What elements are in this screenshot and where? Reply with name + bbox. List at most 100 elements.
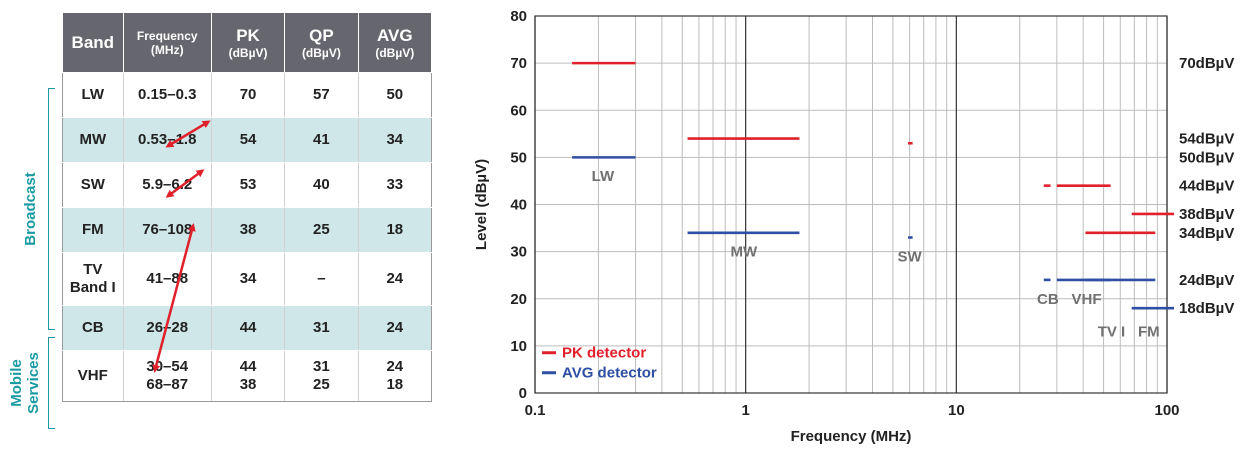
cell-qp: 31 25 [284,350,359,402]
plot-area [534,15,1168,394]
band-label: TV I [1098,324,1126,341]
arrow-lw-mw [165,120,211,148]
y-tick-label: 20 [510,291,527,308]
cell-text: 25 [313,221,330,238]
cell-text: 24 [386,270,404,287]
frequency-harmonic-arrows [152,120,211,373]
y-tick-label: 30 [510,244,527,261]
y-tick-label: 70 [510,55,527,72]
cell-avg: 18 [357,207,433,253]
x-tick-label: 10 [948,402,965,419]
cell-text: 54 [239,131,257,148]
y-tick-label: 80 [510,8,527,25]
series-avg [572,156,1175,310]
header-pk: PK (dBµV) [210,12,286,73]
cell-text: 33 [386,176,404,193]
cell-text: 44 [239,358,257,375]
cell-qp: 40 [284,162,359,208]
level-label: 70dBµV [1179,55,1234,72]
limits-chart: 0 10 20 30 40 50 60 70 80 0.1 1 10 100 Level (dBµV)… [473,8,1234,445]
cell-text: – [317,270,326,287]
cell-text: 38 [239,376,257,393]
cell-text: 25 [313,376,330,393]
level-label: 44dBµV [1179,178,1234,195]
cell-text: CB [81,319,104,336]
y-tick-label: 0 [519,385,527,402]
y-axis-ticks: 0 10 20 30 40 50 60 70 80 [510,8,527,402]
table-row: FM 76–108 38 25 18 [62,207,433,253]
header-qp: QP (dBµV) [284,12,359,73]
cell-text: 68–87 [146,376,189,393]
cell-pk: 53 [210,162,286,208]
cell-band: LW [62,72,124,118]
band-label: CB [1037,291,1059,308]
y-tick-label: 60 [510,102,527,119]
cell-pk: 44 38 [210,350,286,402]
cell-text: FM [81,221,104,238]
mobile-services-bracket [48,337,55,429]
band-label: FM [1138,324,1160,341]
cell-avg: 24 [357,305,433,351]
cell-text: SW [80,176,105,193]
x-tick-label: 1 [741,402,749,419]
x-tick-label: 0.1 [525,402,546,419]
table-header-row: Band Frequency (MHz) PK (dBµV) QP (dBµV)… [62,12,433,73]
x-axis-ticks: 0.1 1 10 100 [525,402,1180,419]
minor-gridlines [535,15,1167,394]
legend: PK detector AVG detector [542,345,657,382]
limits-table-panel: Band Frequency (MHz) PK (dBµV) QP (dBµV)… [0,0,450,451]
cell-avg: 24 [357,252,433,306]
table-row: LW 0.15–0.3 70 57 50 [62,72,433,118]
level-label: 34dBµV [1179,225,1234,242]
band-label: LW [592,168,615,185]
cell-text: 24 [386,319,404,336]
cell-frequency: 0.15–0.3 [122,72,212,118]
cell-text: 31 [313,319,330,336]
cell-band: FM [62,207,124,253]
cell-text: 57 [313,86,330,103]
series-layer [572,61,1175,310]
cell-band: MW [62,117,124,163]
legend-label: PK detector [562,345,646,362]
band-label: SW [898,248,923,265]
band-label: MW [730,244,757,261]
legend-label: AVG detector [562,365,657,382]
cell-text: 31 [313,358,330,375]
cell-text: 40 [313,176,330,193]
arrow-sw-cb [152,223,196,373]
level-label: 24dBµV [1179,272,1234,289]
cell-text: 34 [386,131,404,148]
cell-text: MW [79,131,107,148]
cell-band: CB [62,305,124,351]
y-axis-label: Level (dBµV) [473,159,490,250]
y-tick-label: 10 [510,338,527,355]
band-labels: LW MW SW CB VHF TV I FM [592,168,1160,341]
cell-text: LW [81,86,105,103]
cell-band: SW [62,162,124,208]
cell-text: 38 [239,221,257,238]
x-tick-label: 100 [1154,402,1179,419]
cell-text: 0.15–0.3 [138,86,197,103]
cell-pk: 34 [210,252,286,306]
cell-text: 53 [239,176,257,193]
cell-qp: 31 [284,305,359,351]
x-axis-label: Frequency (MHz) [791,428,912,445]
broadcast-bracket [48,88,55,330]
level-label: 54dBµV [1179,131,1234,148]
cell-text: 18 [386,221,404,238]
series-pk [572,61,1175,235]
cell-qp: 41 [284,117,359,163]
cell-text: Band I [69,279,116,296]
cell-text: 41 [313,131,330,148]
cell-avg: 24 18 [357,350,433,402]
cell-text: 70 [239,86,257,103]
cell-avg: 34 [357,117,433,163]
header-band: Band [62,12,124,73]
y-tick-label: 50 [510,149,527,166]
level-label: 38dBµV [1179,206,1234,223]
cell-text: VHF [77,367,108,384]
y-tick-label: 40 [510,197,527,214]
cell-text: 44 [239,319,257,336]
cell-text: 34 [239,270,257,287]
